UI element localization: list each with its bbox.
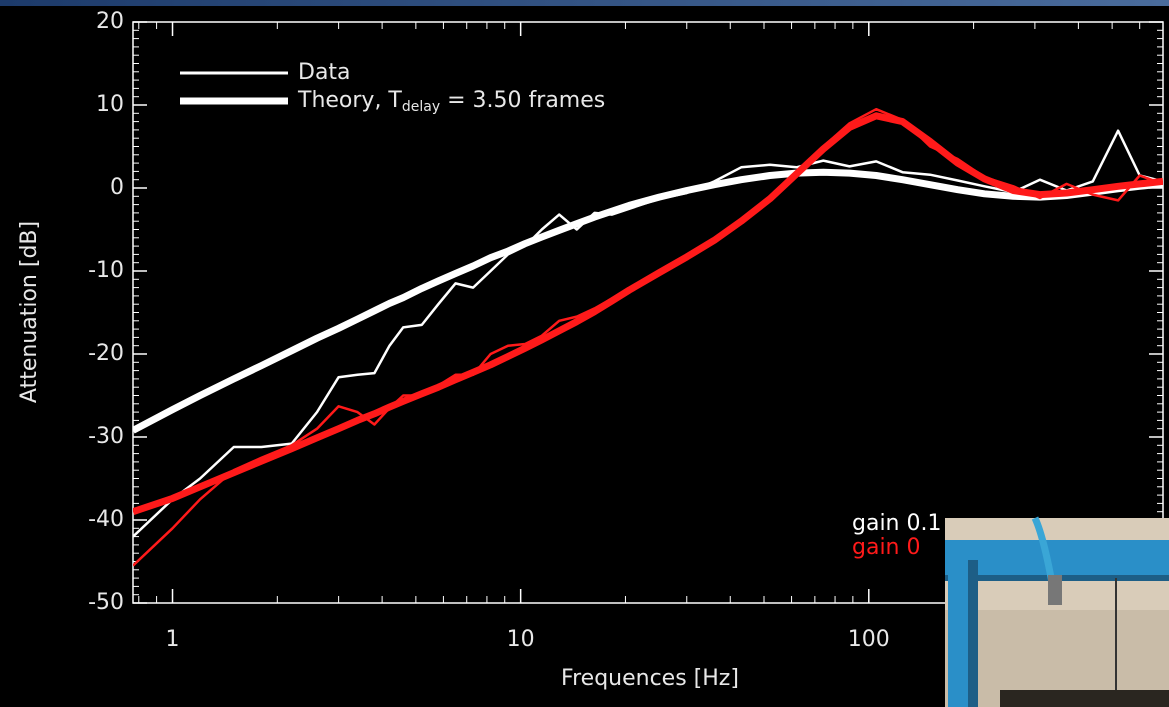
y-tick-label: -30 bbox=[88, 424, 124, 449]
legend-text: Data bbox=[298, 60, 351, 85]
annotation: gain 0 bbox=[852, 535, 921, 560]
legend-label: Theory, Tdelay = 3.50 frames bbox=[297, 88, 605, 115]
y-tick-label: 10 bbox=[96, 92, 124, 117]
y-tick-label: 0 bbox=[110, 175, 124, 200]
legend-text: Theory, T bbox=[297, 88, 402, 113]
x-axis-title: Frequences [Hz] bbox=[561, 666, 739, 691]
y-tick-label: 20 bbox=[96, 9, 124, 34]
photo-inset bbox=[945, 516, 1169, 707]
annotation: gain 0.1 bbox=[852, 511, 941, 536]
x-tick-label: 100 bbox=[848, 627, 890, 652]
series-line bbox=[133, 129, 1163, 538]
photo-frame-top bbox=[945, 540, 1169, 578]
chart-layer: -50 -40 -30 -20 -10 0 10 20 1 10 100 Data Theory, Td… bbox=[88, 9, 1164, 652]
legend-text-after: = 3.50 frames bbox=[440, 88, 605, 113]
y-axis-title: Attenuation [dB] bbox=[17, 221, 42, 403]
y-tick-label: -20 bbox=[88, 341, 124, 366]
x-tick-label: 1 bbox=[166, 627, 180, 652]
top-strip bbox=[0, 0, 1169, 6]
y-tick-label: -50 bbox=[88, 590, 124, 615]
y-tick-label: -10 bbox=[88, 258, 124, 283]
series-line bbox=[133, 112, 1163, 516]
legend-label: Data bbox=[298, 60, 351, 85]
photo-clamp bbox=[1048, 575, 1062, 605]
photo-frame-edge bbox=[968, 560, 978, 707]
y-tick-label: -40 bbox=[88, 507, 124, 532]
photo-floor bbox=[1000, 690, 1169, 707]
legend-subscript: delay bbox=[402, 99, 440, 115]
x-tick-label: 10 bbox=[507, 627, 535, 652]
series-line bbox=[133, 168, 1163, 434]
